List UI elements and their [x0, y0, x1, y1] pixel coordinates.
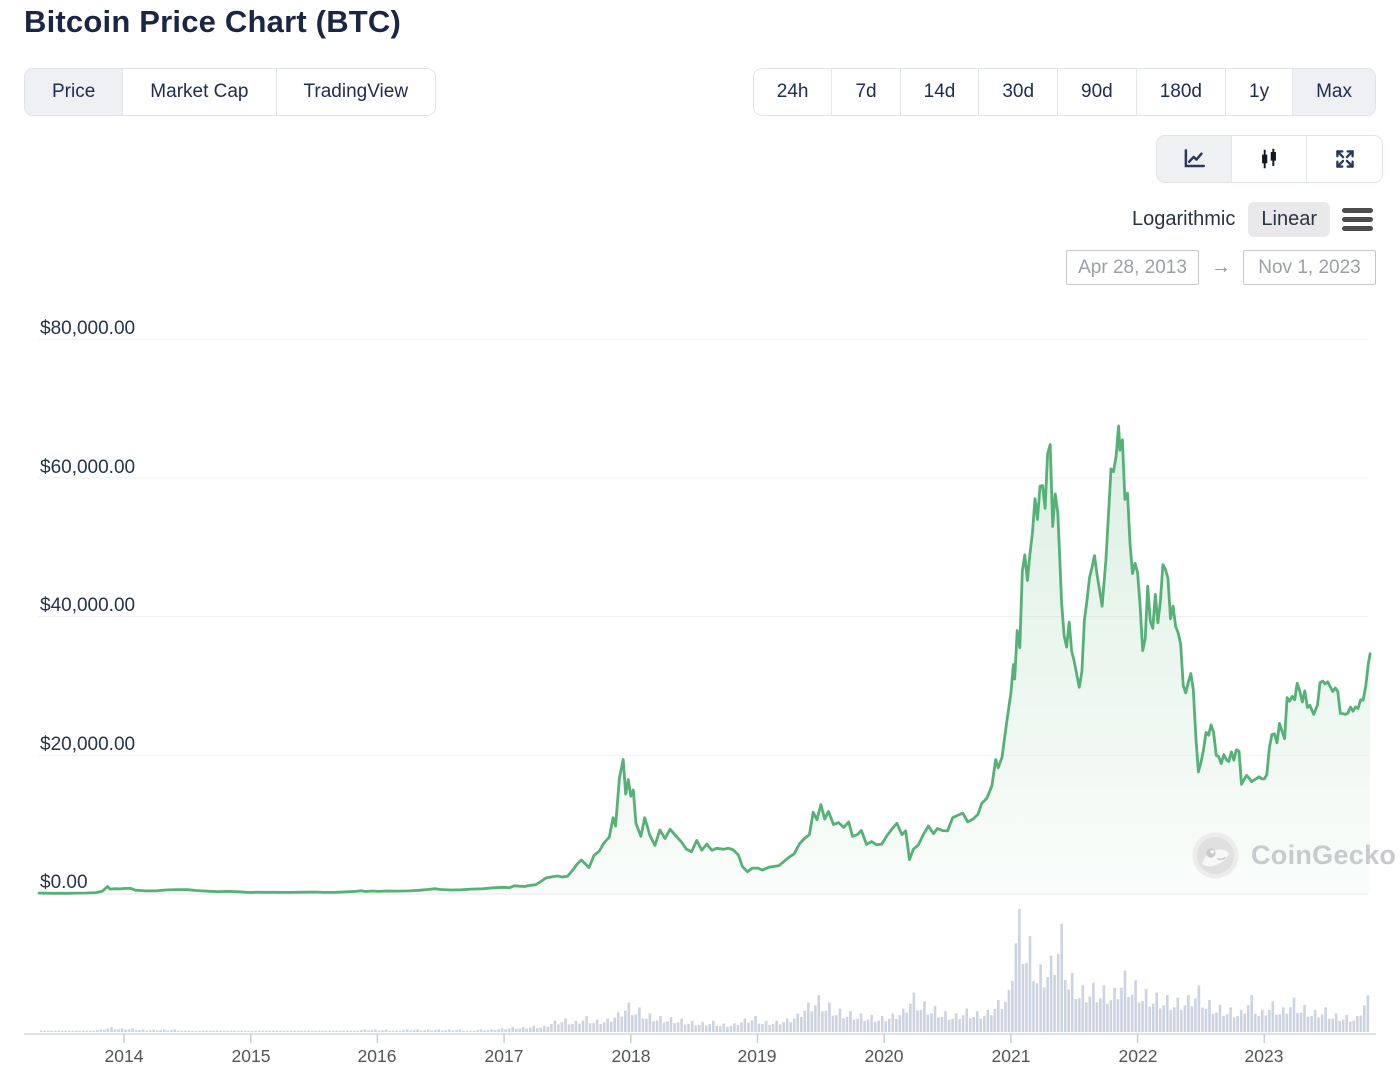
- candlestick-icon: [1262, 148, 1276, 169]
- x-tick-2015: 2015: [231, 1046, 271, 1066]
- y-tick-80000: $80,000.00: [40, 318, 136, 339]
- scale-linear[interactable]: Linear: [1248, 202, 1330, 237]
- tab-tradingview[interactable]: TradingView: [276, 69, 436, 115]
- x-tick-2021: 2021: [991, 1046, 1031, 1066]
- x-tick-2020: 2020: [864, 1046, 904, 1066]
- menu-icon[interactable]: [1342, 206, 1376, 234]
- date-range: →: [1066, 250, 1376, 285]
- range-180d[interactable]: 180d: [1136, 69, 1227, 115]
- fullscreen-icon: [1335, 150, 1354, 168]
- x-tick-2018: 2018: [611, 1046, 651, 1066]
- volume-bars: [39, 909, 1370, 1033]
- page-title: Bitcoin Price Chart (BTC): [24, 4, 402, 39]
- fullscreen-button[interactable]: [1307, 136, 1382, 182]
- chart-type-group: [1156, 135, 1383, 183]
- scale-toggle: Logarithmic Linear: [1119, 202, 1376, 237]
- range-24h[interactable]: 24h: [753, 69, 833, 115]
- line-chart-button[interactable]: [1157, 136, 1232, 182]
- tab-market-cap[interactable]: Market Cap: [123, 69, 277, 115]
- x-tick-2019: 2019: [737, 1046, 777, 1066]
- price-area-fill: [39, 425, 1371, 894]
- x-tick-2016: 2016: [357, 1046, 397, 1066]
- range-max[interactable]: Max: [1293, 69, 1375, 115]
- x-tick-2023: 2023: [1244, 1046, 1284, 1066]
- date-from-input[interactable]: [1066, 250, 1199, 285]
- x-tick-2022: 2022: [1118, 1046, 1158, 1066]
- range-90d[interactable]: 90d: [1058, 69, 1137, 115]
- tab-price[interactable]: Price: [25, 69, 124, 115]
- date-arrow: →: [1211, 256, 1231, 278]
- y-tick-40000: $40,000.00: [40, 595, 136, 616]
- y-tick-20000: $20,000.00: [40, 734, 136, 755]
- view-tab-group: Price Market Cap TradingView: [24, 68, 437, 116]
- coingecko-watermark: CoinGecko: [1192, 832, 1396, 879]
- range-1y[interactable]: 1y: [1226, 69, 1294, 115]
- y-tick-60000: $60,000.00: [40, 457, 136, 478]
- scale-logarithmic[interactable]: Logarithmic: [1132, 208, 1236, 230]
- x-axis: [24, 1033, 1376, 1043]
- line-chart-icon: [1184, 149, 1205, 168]
- y-tick-0: $0.00: [40, 872, 88, 893]
- range-button-group: 24h 7d 14d 30d 90d 180d 1y Max: [752, 68, 1376, 116]
- coingecko-logo-icon: [1192, 832, 1239, 879]
- price-line: [37, 424, 1372, 895]
- watermark-label: CoinGecko: [1251, 840, 1397, 870]
- range-30d[interactable]: 30d: [979, 69, 1059, 115]
- x-tick-2017: 2017: [484, 1046, 524, 1066]
- range-7d[interactable]: 7d: [832, 69, 901, 115]
- range-14d[interactable]: 14d: [900, 69, 980, 115]
- x-tick-2014: 2014: [104, 1046, 144, 1066]
- candlestick-button[interactable]: [1232, 136, 1307, 182]
- date-to-input[interactable]: [1243, 250, 1376, 285]
